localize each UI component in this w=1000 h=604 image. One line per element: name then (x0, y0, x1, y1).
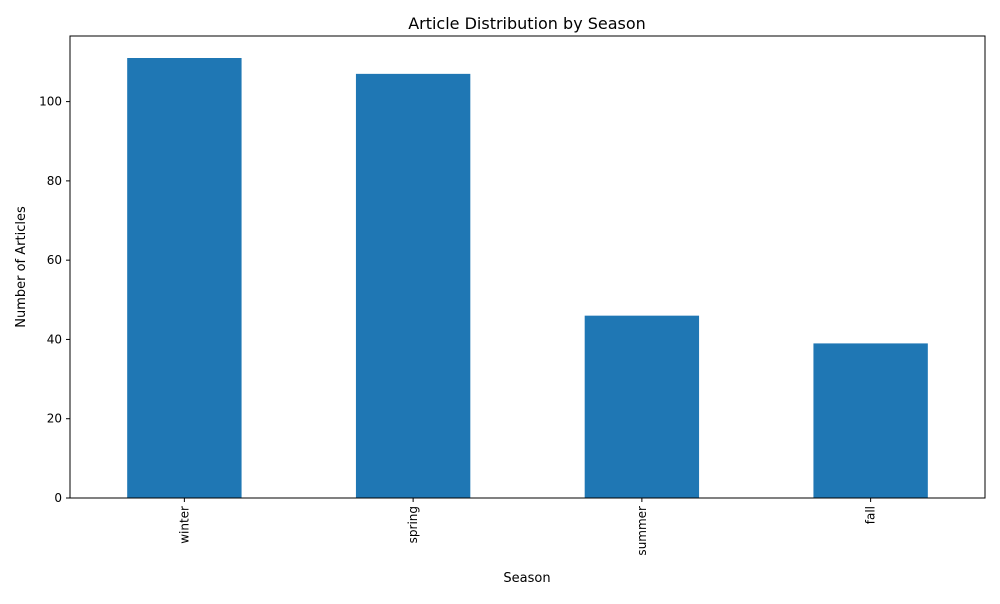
plot-frame (69, 35, 986, 499)
y-tick-label: 80 (47, 174, 62, 188)
x-tick-label-spring: spring (406, 506, 420, 543)
y-tick-label: 100 (39, 95, 62, 109)
plot-area (127, 58, 928, 499)
bar-winter (127, 58, 242, 498)
x-axis: winter spring summer fall (177, 498, 878, 556)
chart-title: Article Distribution by Season (408, 14, 646, 33)
x-axis-label: Season (503, 571, 550, 586)
y-axis-label: Number of Articles (14, 206, 29, 328)
y-tick-label: 0 (54, 491, 62, 505)
y-tick-label: 20 (47, 412, 62, 426)
y-tick-label: 40 (47, 332, 62, 346)
y-axis: 0 20 40 60 80 100 (39, 95, 70, 505)
x-tick-label-winter: winter (177, 506, 191, 544)
x-tick-label-fall: fall (864, 506, 878, 524)
x-tick-label-summer: summer (635, 506, 649, 556)
bar-fall (813, 343, 928, 498)
y-tick-label: 60 (47, 253, 62, 267)
bar-spring (355, 73, 471, 499)
bar-summer (584, 315, 700, 498)
